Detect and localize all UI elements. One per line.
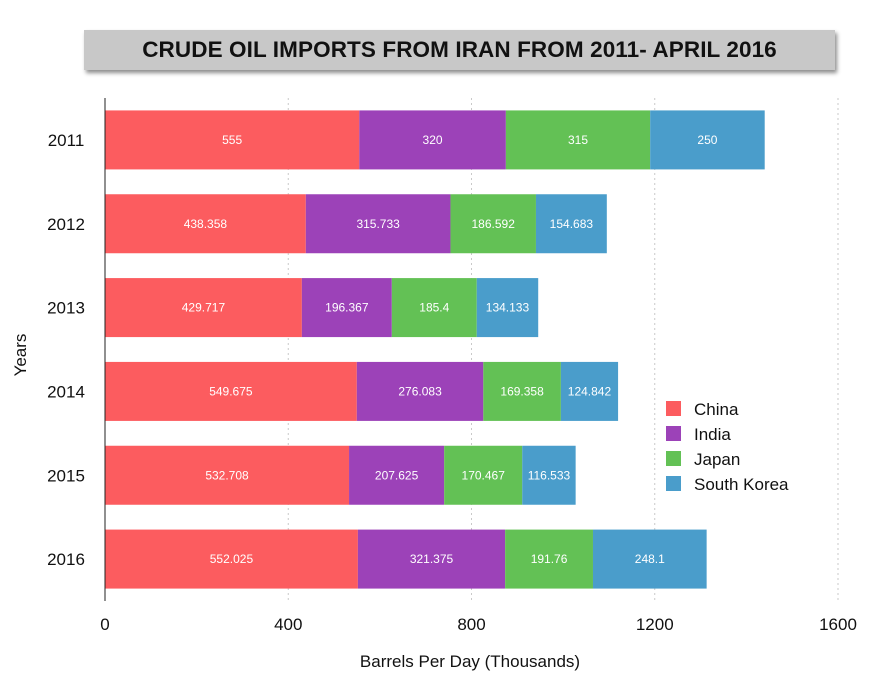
x-tick-label: 800 (457, 615, 485, 634)
data-label: 321.375 (410, 552, 454, 566)
data-label: 315.733 (356, 217, 400, 231)
data-label: 186.592 (472, 217, 516, 231)
bar-south-korea-2016 (592, 529, 707, 589)
legend-label: India (694, 425, 731, 444)
x-tick-label: 0 (100, 615, 109, 634)
x-tick-label: 1600 (819, 615, 857, 634)
bar-india-2012 (305, 194, 451, 254)
data-label: 207.625 (375, 468, 419, 482)
bar-group-2015: 532.708 207.625 170.467 116.533 (105, 445, 576, 505)
legend-swatch (666, 401, 681, 416)
data-label: 134.133 (486, 301, 530, 315)
bar-india-2014 (356, 361, 484, 421)
bar-south-korea-2012 (535, 194, 607, 254)
bar-india-2011 (359, 110, 506, 170)
data-label: 169.358 (500, 384, 544, 398)
data-label: 532.708 (205, 468, 249, 482)
bar-group-2012: 438.358 315.733 186.592 154.683 (105, 194, 607, 254)
bar-japan-2013 (391, 278, 477, 338)
y-tick-labels: 2011 2012 2013 2014 2015 2016 (47, 131, 85, 569)
bar-japan-2016 (505, 529, 593, 589)
x-tick-labels: 0 400 800 1200 1600 (100, 615, 857, 634)
chart-title: CRUDE OIL IMPORTS FROM IRAN FROM 2011- A… (142, 37, 777, 62)
bar-group-2014: 549.675 276.083 169.358 124.842 (105, 361, 619, 421)
bar-japan-2015 (444, 445, 523, 505)
bar-china-2015 (105, 445, 350, 505)
y-axis-title: Years (11, 334, 30, 377)
gridlines (287, 98, 839, 601)
bar-japan-2014 (483, 361, 561, 421)
bar-china-2013 (105, 278, 302, 338)
x-tick-label: 400 (274, 615, 302, 634)
legend-swatch (666, 426, 681, 441)
bar-india-2016 (357, 529, 506, 589)
x-axis-title: Barrels Per Day (Thousands) (360, 652, 580, 671)
data-label: 191.76 (531, 552, 568, 566)
bar-groups: 555 320 315 250 438.358 315.733 186.592 154.683… (105, 110, 765, 589)
data-label: 124.842 (568, 384, 612, 398)
bar-china-2011 (105, 110, 360, 170)
bar-china-2016 (105, 529, 358, 589)
x-tick-label: 1200 (636, 615, 674, 634)
y-tick-label: 2014 (47, 382, 85, 401)
data-label: 320 (423, 133, 443, 147)
bar-south-korea-2014 (560, 361, 619, 421)
legend-item-china: China (666, 400, 739, 419)
y-tick-label: 2015 (47, 466, 85, 485)
bar-india-2013 (301, 278, 392, 338)
data-label: 549.675 (209, 384, 253, 398)
bar-india-2015 (349, 445, 445, 505)
legend-item-south-korea: South Korea (666, 475, 789, 494)
bar-south-korea-2015 (522, 445, 576, 505)
data-label: 438.358 (184, 217, 228, 231)
data-label: 315 (568, 133, 588, 147)
legend: China India Japan South Korea (666, 400, 789, 494)
bar-japan-2011 (505, 110, 651, 170)
legend-swatch (666, 451, 681, 466)
y-tick-label: 2016 (47, 550, 85, 569)
legend-label: China (694, 400, 739, 419)
data-label: 552.025 (210, 552, 254, 566)
legend-label: Japan (694, 450, 740, 469)
y-tick-label: 2011 (48, 131, 85, 150)
legend-swatch (666, 476, 681, 491)
chart-title-box: CRUDE OIL IMPORTS FROM IRAN FROM 2011- A… (84, 30, 835, 70)
data-label: 276.083 (398, 384, 442, 398)
data-label: 248.1 (635, 552, 665, 566)
legend-item-india: India (666, 425, 731, 444)
data-label: 185.4 (419, 301, 449, 315)
data-label: 196.367 (325, 301, 369, 315)
bar-group-2016: 552.025 321.375 191.76 248.1 (105, 529, 707, 589)
data-label: 555 (222, 133, 242, 147)
y-tick-label: 2012 (47, 215, 85, 234)
bar-china-2012 (105, 194, 306, 254)
y-tick-label: 2013 (47, 299, 85, 318)
bar-group-2013: 429.717 196.367 185.4 134.133 (105, 278, 539, 338)
bar-group-2011: 555 320 315 250 (105, 110, 765, 170)
legend-item-japan: Japan (666, 450, 740, 469)
data-label: 429.717 (182, 301, 226, 315)
data-label: 116.533 (528, 468, 571, 482)
legend-label: South Korea (694, 475, 789, 494)
data-label: 250 (697, 133, 717, 147)
bar-south-korea-2011 (650, 110, 765, 170)
bar-south-korea-2013 (476, 278, 539, 338)
data-label: 170.467 (462, 468, 506, 482)
bar-china-2014 (105, 361, 357, 421)
data-label: 154.683 (550, 217, 594, 231)
bar-japan-2012 (450, 194, 536, 254)
